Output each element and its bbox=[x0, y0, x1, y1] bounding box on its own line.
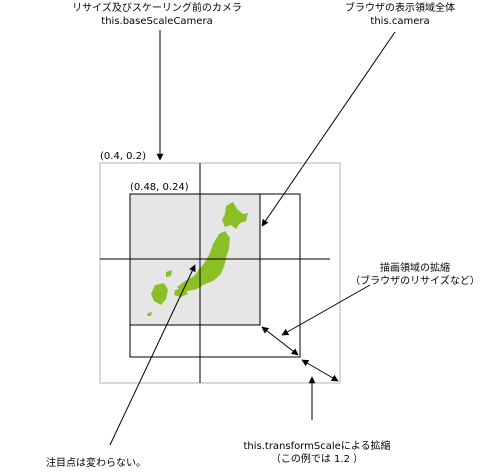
scale-label-line1: this.transformScaleによる拡縮 bbox=[243, 441, 391, 452]
camera-label-code: this.camera bbox=[370, 16, 430, 27]
camera-arrow bbox=[261, 31, 396, 227]
focus-note: 注目点は変わらない。 bbox=[46, 458, 146, 469]
scale-double-arrow bbox=[301, 359, 339, 382]
expand-label: 描画領域の拡縮 （ブラウザのリサイズなど） bbox=[340, 262, 490, 288]
camera-label: ブラウザの表示領域全体 this.camera bbox=[320, 2, 480, 28]
inner-coord-label: (0.48, 0.24) bbox=[130, 182, 189, 193]
expand-label-line2: （ブラウザのリサイズなど） bbox=[350, 276, 480, 287]
outer-frame bbox=[99, 162, 341, 384]
expand-label-line1: 描画領域の拡縮 bbox=[380, 263, 450, 274]
base-camera-label-code: this.baseScaleCamera bbox=[101, 16, 213, 27]
scale-label: this.transformScaleによる拡縮 （この例では 1.2 ） bbox=[232, 440, 402, 466]
camera-label-jp: ブラウザの表示領域全体 bbox=[345, 3, 455, 14]
japan-map bbox=[147, 202, 248, 316]
expand-arrow bbox=[281, 284, 371, 336]
expand-double-arrow bbox=[261, 326, 299, 356]
base-camera-label: リサイズ及びスケーリング前のカメラ this.baseScaleCamera bbox=[42, 2, 272, 28]
outer-coord-label: (0.4, 0.2) bbox=[100, 151, 146, 162]
base-camera-label-jp: リサイズ及びスケーリング前のカメラ bbox=[72, 3, 242, 14]
focus-arrow bbox=[109, 264, 196, 446]
scale-label-line2: （この例では 1.2 ） bbox=[270, 454, 364, 465]
